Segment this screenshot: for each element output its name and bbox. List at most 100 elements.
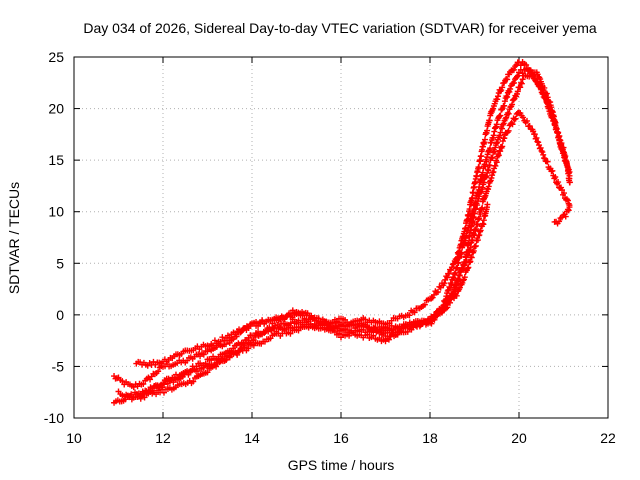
data-point [287,320,294,327]
data-point [520,114,527,121]
data-point [461,274,468,281]
data-point [538,147,545,154]
data-point [447,267,454,274]
data-point [449,261,456,268]
data-point [544,158,551,165]
data-point [497,112,504,119]
data-point [518,80,525,87]
data-point [200,351,207,358]
data-point [566,168,573,175]
data-point [497,129,504,136]
data-point [411,309,418,316]
data-point [386,333,393,340]
data-point [394,331,401,338]
data-marks [111,58,573,406]
data-point [505,110,512,117]
data-point [423,320,430,327]
data-point [482,163,489,170]
data-point [452,269,459,276]
data-point [444,304,451,311]
data-point [313,315,320,322]
data-point [243,326,250,333]
data-point [564,197,571,204]
y-tick-label: -10 [44,410,64,426]
data-point [555,179,562,186]
data-point [267,335,274,342]
data-point [556,218,563,225]
data-point [499,125,506,132]
data-point [517,84,524,91]
series-5 [137,201,491,402]
data-point [190,378,197,385]
data-point [544,94,551,101]
x-tick-label: 14 [244,430,260,446]
data-point [453,292,460,299]
data-point [460,277,467,284]
data-point [458,250,465,257]
data-point [514,73,521,80]
data-point [223,356,230,363]
data-point [474,221,481,228]
data-point [515,72,522,79]
data-point [503,114,510,121]
data-point [455,276,462,283]
plot-frame [73,56,609,419]
data-point [485,167,492,174]
data-point [119,378,126,385]
data-point [450,275,457,282]
y-tick-label: 0 [56,307,64,323]
data-point [499,84,506,91]
data-point [519,76,526,83]
data-point [535,139,542,146]
data-point [510,66,517,73]
x-tick-label: 16 [333,430,349,446]
data-point [486,117,493,124]
data-point [406,312,413,319]
data-point [467,244,474,251]
data-point [493,159,500,166]
y-tick-label: 25 [48,49,64,65]
y-tick-label: 5 [56,255,64,271]
y-axis-label: SDTVAR / TECUs [6,182,22,294]
data-point [204,369,211,376]
data-point [509,121,516,128]
data-point [475,164,482,171]
x-tick-label: 12 [155,430,171,446]
data-point [276,324,283,331]
data-point [364,331,371,338]
data-point [494,93,501,100]
data-point [147,376,154,383]
data-point [502,115,509,122]
data-point [503,93,510,100]
data-point [464,252,471,259]
data-point [472,242,479,249]
data-point [504,94,511,101]
data-point [245,345,252,352]
data-point [438,308,445,315]
data-point [484,201,491,208]
data-point [559,187,566,194]
data-point [276,316,283,323]
data-point [137,395,144,402]
data-point [509,101,516,108]
data-point [447,280,454,287]
data-point [540,151,547,158]
data-point [447,299,454,306]
y-tick-label: 10 [48,204,64,220]
series-6 [551,204,573,227]
data-point [489,155,496,162]
data-point [217,338,224,345]
data-point [226,354,233,361]
data-point [185,371,192,378]
x-tick-label: 22 [600,430,616,446]
data-point [541,84,548,91]
chart-title: Day 034 of 2026, Sidereal Day-to-day VTE… [83,20,596,36]
data-point [287,310,294,317]
data-point [549,167,556,174]
data-point [497,88,504,95]
data-point [219,334,226,341]
data-point [501,102,508,109]
series-4 [111,109,573,406]
y-tick-label: 20 [48,101,64,117]
data-point [346,327,353,334]
